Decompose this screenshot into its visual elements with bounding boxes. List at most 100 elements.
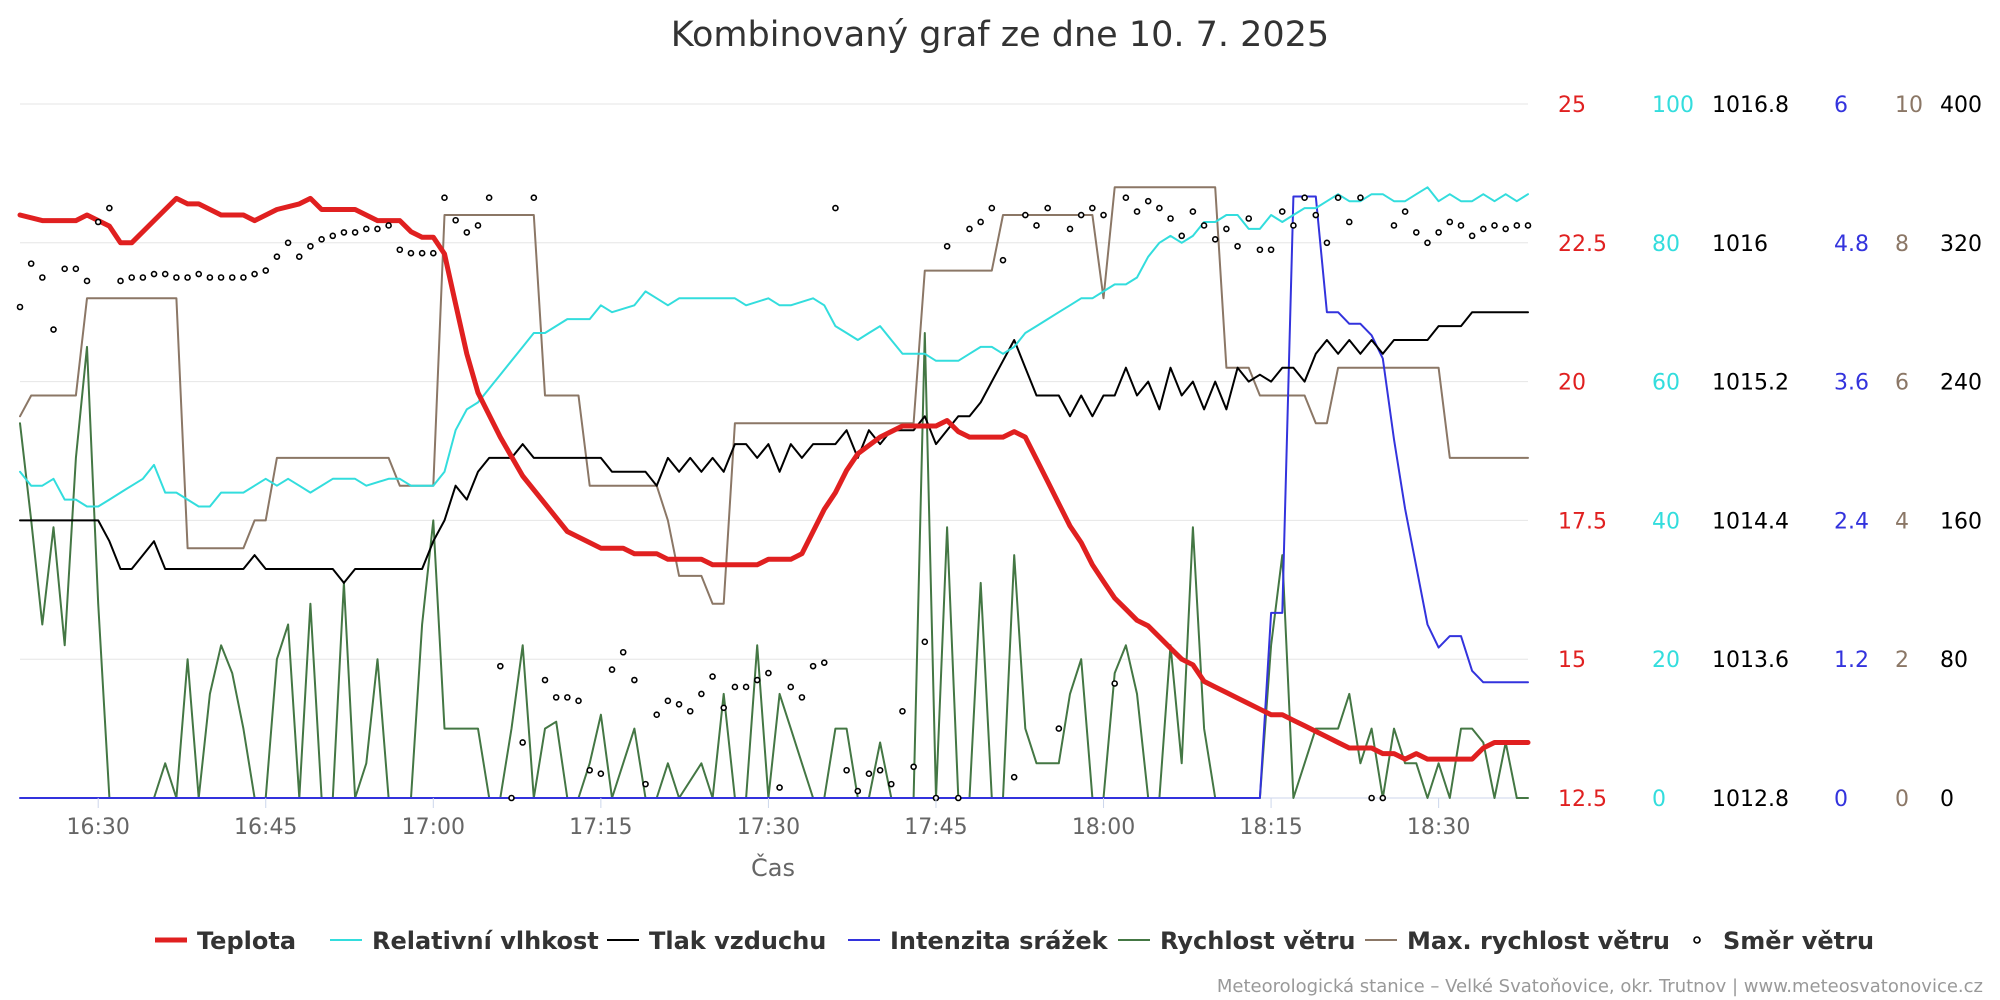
wind-direction-point[interactable] [1334, 194, 1342, 201]
wind-direction-point[interactable] [139, 274, 147, 281]
wind-direction-point[interactable] [1457, 222, 1465, 229]
wind-direction-point[interactable] [1368, 794, 1375, 802]
legend-item-intenzita-srazek[interactable]: Intenzita srážek [848, 927, 1109, 955]
wind-direction-point[interactable] [1100, 211, 1107, 219]
wind-direction-point[interactable] [83, 277, 91, 285]
wind-direction-point[interactable] [318, 236, 325, 243]
wind-direction-point[interactable] [1267, 246, 1275, 254]
series-max-rychlost-vetru[interactable] [19, 186, 1529, 605]
wind-direction-point[interactable] [351, 229, 359, 236]
wind-direction-point[interactable] [1390, 222, 1398, 229]
wind-direction-point[interactable] [664, 697, 672, 705]
wind-direction-point[interactable] [27, 260, 35, 267]
wind-direction-point[interactable] [1468, 232, 1476, 240]
wind-direction-point[interactable] [1401, 208, 1409, 215]
wind-direction-point[interactable] [362, 225, 370, 233]
wind-direction-point[interactable] [1502, 225, 1509, 233]
wind-direction-point[interactable] [988, 204, 996, 212]
wind-direction-point[interactable] [1077, 211, 1085, 219]
wind-direction-point[interactable] [787, 683, 795, 691]
wind-direction-point[interactable] [1111, 680, 1118, 687]
wind-direction-point[interactable] [631, 676, 638, 684]
wind-direction-point[interactable] [1156, 204, 1163, 212]
wind-direction-point[interactable] [966, 225, 973, 233]
wind-direction-point[interactable] [50, 326, 57, 333]
wind-direction-point[interactable] [1357, 194, 1364, 201]
wind-direction-point[interactable] [72, 265, 80, 273]
wind-direction-point[interactable] [508, 794, 515, 802]
wind-direction-point[interactable] [753, 676, 761, 684]
wind-direction-point[interactable] [519, 739, 526, 746]
wind-direction-point[interactable] [709, 673, 716, 680]
legend-item-rychlost-vetru[interactable]: Rychlost větru [1118, 927, 1356, 955]
wind-direction-point[interactable] [273, 253, 281, 260]
wind-direction-point[interactable] [1491, 222, 1498, 229]
wind-direction-point[interactable] [206, 274, 214, 281]
wind-direction-point[interactable] [686, 707, 694, 715]
legend-item-tlak-vzduchu[interactable]: Tlak vzduchu [607, 927, 826, 955]
wind-direction-point[interactable] [832, 204, 839, 212]
wind-direction-point[interactable] [977, 218, 984, 226]
wind-direction-point[interactable] [742, 683, 750, 691]
wind-direction-point[interactable] [1133, 208, 1141, 215]
wind-direction-point[interactable] [608, 666, 616, 673]
wind-direction-point[interactable] [1089, 204, 1096, 212]
wind-direction-point[interactable] [809, 662, 817, 670]
wind-direction-point[interactable] [106, 204, 113, 212]
wind-direction-point[interactable] [39, 274, 46, 281]
wind-direction-point[interactable] [485, 194, 493, 201]
wind-direction-point[interactable] [407, 249, 415, 257]
wind-direction-point[interactable] [217, 274, 225, 281]
wind-direction-point[interactable] [184, 274, 191, 281]
series-tlak-vzduchu[interactable] [19, 311, 1529, 584]
wind-direction-point[interactable] [329, 232, 337, 240]
wind-direction-point[interactable] [307, 242, 314, 250]
wind-direction-point[interactable] [94, 218, 102, 226]
wind-direction-point[interactable] [1513, 222, 1521, 229]
credits[interactable]: Meteorologická stanice – Velké Svatoňovi… [1217, 976, 1983, 997]
wind-direction-point[interactable] [820, 659, 828, 666]
wind-direction-point[interactable] [418, 249, 426, 257]
wind-direction-point[interactable] [1312, 211, 1320, 219]
wind-direction-point[interactable] [1379, 794, 1387, 802]
wind-direction-point[interactable] [340, 229, 348, 236]
wind-direction-point[interactable] [876, 766, 884, 774]
wind-direction-point[interactable] [1122, 194, 1130, 201]
wind-direction-point[interactable] [575, 697, 582, 705]
wind-direction-point[interactable] [161, 270, 169, 278]
wind-direction-point[interactable] [1022, 211, 1029, 219]
wind-direction-point[interactable] [497, 662, 504, 670]
wind-direction-point[interactable] [430, 249, 437, 257]
wind-direction-point[interactable] [943, 242, 951, 250]
wind-direction-point[interactable] [586, 766, 593, 774]
wind-direction-point[interactable] [251, 270, 258, 278]
wind-direction-point[interactable] [1211, 236, 1219, 243]
legend-item-teplota[interactable]: Teplota [155, 927, 296, 955]
wind-direction-point[interactable] [262, 267, 270, 274]
series-teplota[interactable] [17, 195, 1531, 762]
wind-direction-point[interactable] [1044, 204, 1051, 212]
wind-direction-point[interactable] [195, 270, 203, 278]
wind-direction-point[interactable] [1290, 222, 1297, 229]
wind-direction-point[interactable] [921, 638, 929, 646]
wind-direction-point[interactable] [1345, 218, 1353, 226]
wind-direction-point[interactable] [1435, 229, 1442, 236]
legend-item-smer-vetru[interactable]: Směr větru [1693, 927, 1874, 955]
wind-direction-point[interactable] [552, 694, 560, 701]
wind-direction-point[interactable] [675, 701, 683, 708]
wind-direction-point[interactable] [1256, 246, 1264, 254]
wind-direction-point[interactable] [653, 711, 661, 719]
wind-direction-point[interactable] [396, 246, 404, 254]
wind-direction-point[interactable] [1480, 225, 1487, 233]
wind-direction-point[interactable] [284, 239, 292, 247]
wind-direction-point[interactable] [999, 256, 1007, 264]
wind-direction-point[interactable] [128, 274, 136, 281]
wind-direction-point[interactable] [1178, 232, 1186, 240]
wind-direction-point[interactable] [1323, 239, 1331, 247]
wind-direction-point[interactable] [865, 770, 873, 778]
wind-direction-point[interactable] [843, 766, 850, 774]
wind-direction-point[interactable] [597, 770, 605, 778]
wind-direction-point[interactable] [1055, 725, 1063, 732]
wind-direction-point[interactable] [61, 265, 68, 273]
wind-direction-point[interactable] [765, 669, 772, 677]
